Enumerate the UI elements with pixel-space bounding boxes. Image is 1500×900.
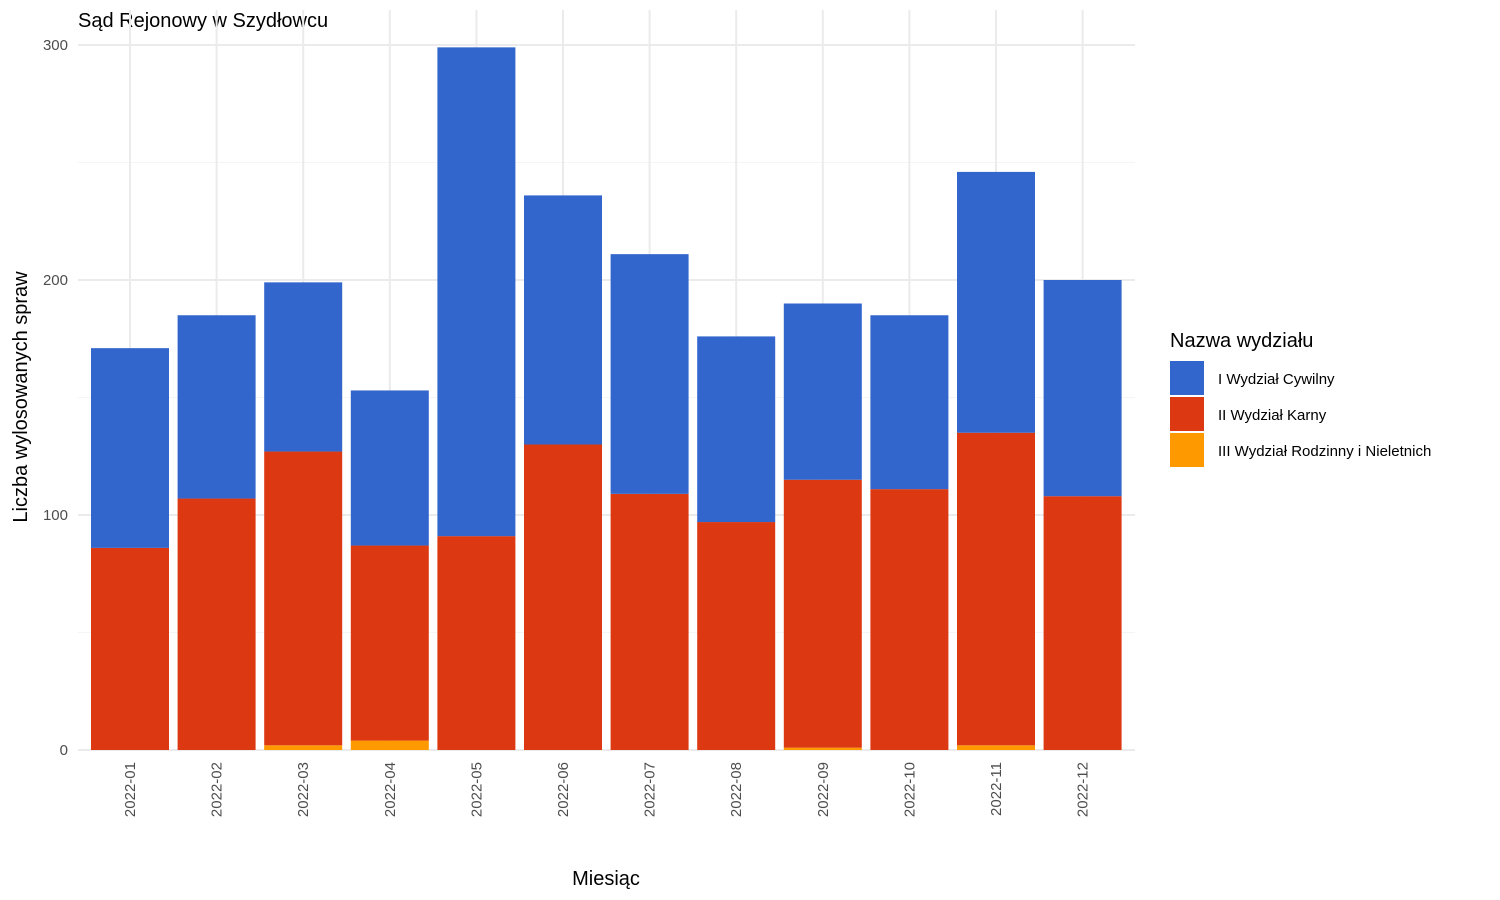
- bar-segment-2-2022-05: [437, 536, 516, 750]
- bar-segment-3-2022-11: [957, 171, 1035, 433]
- bar-segment-3-2022-10: [870, 315, 949, 490]
- x-axis-ticks: 2022-01 2022-02 2022-03 2022-04 2022-05 2022-…: [122, 762, 1092, 817]
- x-tick-label: 2022-08: [728, 762, 745, 817]
- bar-segment-2-2022-08: [697, 522, 776, 750]
- y-tick-label: 200: [43, 272, 68, 289]
- bar-segment-3-2022-05: [437, 47, 516, 537]
- bar-segment-2-2022-11: [957, 432, 1035, 746]
- legend-items: I Wydział Cywilny II Wydział Karny III Wyd…: [1170, 361, 1431, 467]
- bar-segment-2-2022-06: [524, 444, 602, 750]
- bar-segment-2-2022-10: [870, 489, 949, 750]
- legend-label: II Wydział Karny: [1218, 407, 1327, 424]
- bar-segment-3-2022-04: [350, 390, 429, 546]
- legend-swatch: [1170, 397, 1204, 431]
- legend-label: III Wydział Rodzinny i Nieletnich: [1218, 443, 1431, 460]
- legend-label: I Wydział Cywilny: [1218, 371, 1335, 388]
- bar-segment-2-2022-01: [91, 547, 169, 750]
- x-tick-label: 2022-01: [122, 762, 139, 817]
- x-tick-label: 2022-09: [815, 762, 832, 817]
- bar-segment-1-2022-03: [264, 745, 343, 750]
- legend: Nazwa wydziału I Wydział Cywilny II Wydzi…: [1170, 330, 1431, 467]
- bars: [91, 47, 1122, 750]
- bar-segment-3-2022-03: [264, 282, 343, 452]
- x-tick-label: 2022-12: [1075, 762, 1092, 817]
- x-tick-label: 2022-04: [382, 762, 399, 817]
- bar-segment-2-2022-12: [1043, 496, 1122, 750]
- bar-segment-1-2022-09: [783, 747, 862, 750]
- bar-segment-3-2022-09: [783, 303, 862, 480]
- y-axis-title: Liczba wylosowanych spraw: [10, 271, 32, 523]
- bar-segment-3-2022-07: [610, 254, 689, 494]
- bar-segment-3-2022-01: [91, 348, 169, 548]
- legend-swatch: [1170, 361, 1204, 395]
- y-axis-ticks: 0 100 200 300: [43, 37, 68, 759]
- x-tick-label: 2022-11: [988, 762, 1005, 816]
- bar-segment-3-2022-06: [524, 195, 602, 445]
- y-tick-label: 100: [43, 507, 68, 524]
- bar-segment-3-2022-08: [697, 336, 776, 523]
- bar-segment-1-2022-04: [350, 740, 429, 750]
- bar-segment-2-2022-04: [350, 545, 429, 741]
- x-tick-label: 2022-03: [295, 762, 312, 817]
- bar-segment-3-2022-02: [177, 315, 256, 499]
- x-tick-label: 2022-10: [901, 762, 918, 817]
- bar-segment-3-2022-12: [1043, 280, 1122, 497]
- x-tick-label: 2022-06: [555, 762, 572, 817]
- bar-segment-1-2022-11: [957, 745, 1035, 750]
- bar-segment-2-2022-09: [783, 479, 862, 748]
- x-axis-title: Miesiąc: [572, 868, 640, 890]
- bar-segment-2-2022-03: [264, 451, 343, 746]
- legend-title: Nazwa wydziału: [1170, 330, 1313, 352]
- bar-segment-2-2022-07: [610, 493, 689, 750]
- x-tick-label: 2022-02: [209, 762, 226, 817]
- chart-title: Sąd Rejonowy w Szydłowcu: [78, 10, 328, 32]
- legend-swatch: [1170, 433, 1204, 467]
- x-tick-label: 2022-07: [642, 762, 659, 817]
- bar-segment-2-2022-02: [177, 498, 256, 750]
- x-tick-label: 2022-05: [468, 762, 485, 817]
- y-tick-label: 300: [43, 37, 68, 54]
- y-tick-label: 0: [60, 742, 68, 759]
